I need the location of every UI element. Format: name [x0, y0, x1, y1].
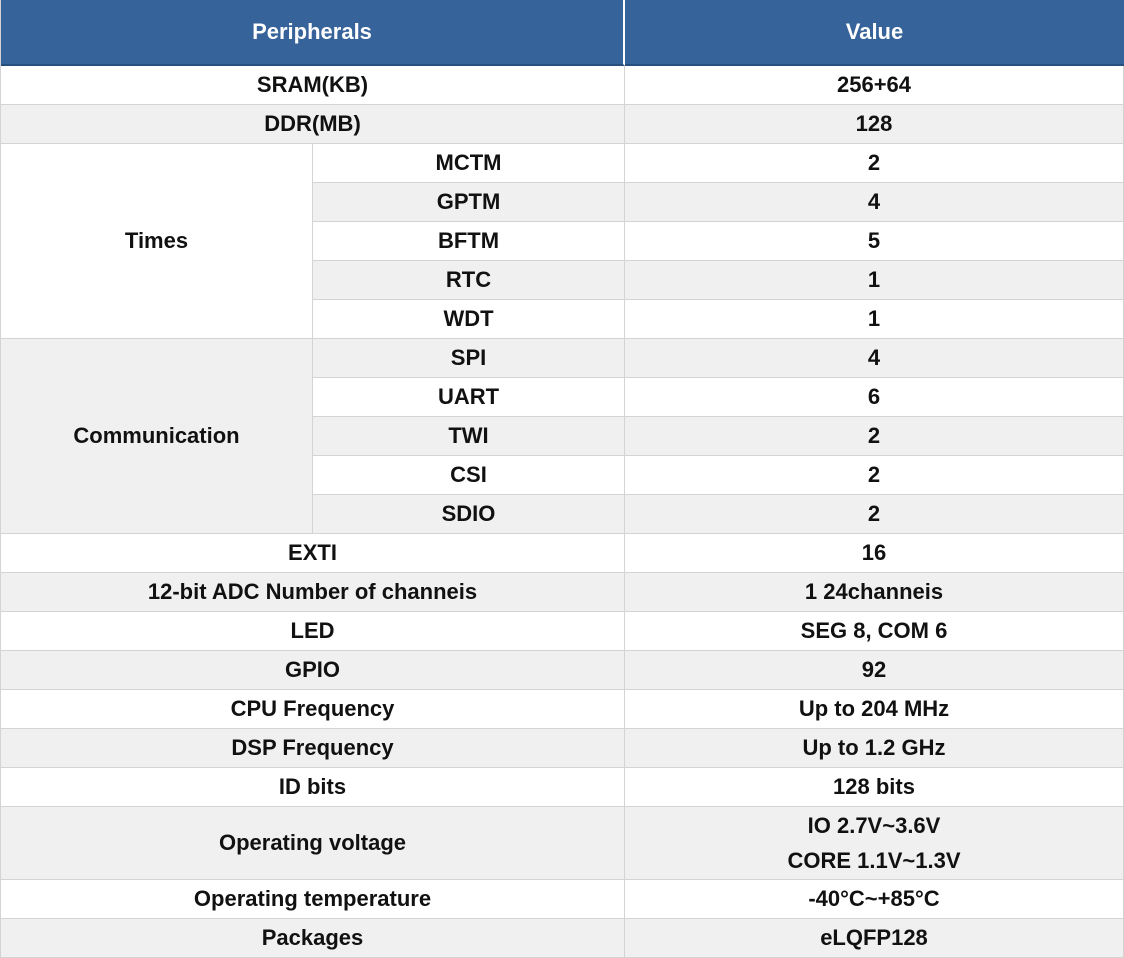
- table-row-gpio: GPIO 92: [1, 651, 1124, 690]
- table-row-id-bits: ID bits 128 bits: [1, 768, 1124, 807]
- row-label: GPIO: [1, 651, 625, 690]
- row-value: 1: [625, 300, 1124, 339]
- table-row-bftm: BFTM 5: [1, 222, 1124, 261]
- row-label: CSI: [313, 456, 625, 495]
- group-label-communication: Communication: [1, 339, 313, 534]
- row-value: Up to 1.2 GHz: [625, 729, 1124, 768]
- row-label: TWI: [313, 417, 625, 456]
- row-label: DSP Frequency: [1, 729, 625, 768]
- row-label: LED: [1, 612, 625, 651]
- table-header: Peripherals Value: [1, 0, 1124, 66]
- row-value: 256+64: [625, 66, 1124, 105]
- row-label: RTC: [313, 261, 625, 300]
- row-value: 4: [625, 183, 1124, 222]
- row-value: 2: [625, 456, 1124, 495]
- table-row-wdt: WDT 1: [1, 300, 1124, 339]
- row-value: 128 bits: [625, 768, 1124, 807]
- table-row-operating-temperature: Operating temperature -40°C~+85°C: [1, 880, 1124, 919]
- row-label: EXTI: [1, 534, 625, 573]
- row-value: 128: [625, 105, 1124, 144]
- table-row-sdio: SDIO 2: [1, 495, 1124, 534]
- table-row-packages: Packages eLQFP128: [1, 919, 1124, 958]
- row-value: 1 24channeis: [625, 573, 1124, 612]
- row-label: Operating temperature: [1, 880, 625, 919]
- row-value: 5: [625, 222, 1124, 261]
- table-row-operating-voltage: Operating voltage IO 2.7V~3.6V CORE 1.1V…: [1, 807, 1124, 880]
- row-value: 2: [625, 417, 1124, 456]
- table-row-rtc: RTC 1: [1, 261, 1124, 300]
- row-label: DDR(MB): [1, 105, 625, 144]
- table-row-ddr: DDR(MB) 128: [1, 105, 1124, 144]
- table-row-mctm: Times MCTM 2: [1, 144, 1124, 339]
- row-value: SEG 8, COM 6: [625, 612, 1124, 651]
- row-label: UART: [313, 378, 625, 417]
- row-label: 12-bit ADC Number of channeis: [1, 573, 625, 612]
- row-label: Operating voltage: [1, 807, 625, 880]
- row-value: -40°C~+85°C: [625, 880, 1124, 919]
- row-value: 92: [625, 651, 1124, 690]
- row-label: SDIO: [313, 495, 625, 534]
- header-row: Peripherals Value: [1, 0, 1124, 66]
- table-row-dsp-frequency: DSP Frequency Up to 1.2 GHz: [1, 729, 1124, 768]
- row-label: SPI: [313, 339, 625, 378]
- row-value: 4: [625, 339, 1124, 378]
- table-row-exti: EXTI 16: [1, 534, 1124, 573]
- table-row-sram: SRAM(KB) 256+64: [1, 66, 1124, 105]
- row-label: CPU Frequency: [1, 690, 625, 729]
- column-header-peripherals: Peripherals: [1, 0, 625, 66]
- row-label: WDT: [313, 300, 625, 339]
- row-label: SRAM(KB): [1, 66, 625, 105]
- row-value: 2: [625, 144, 1124, 183]
- table-row-adc: 12-bit ADC Number of channeis 1 24channe…: [1, 573, 1124, 612]
- row-value: 1: [625, 261, 1124, 300]
- table-row-gptm: GPTM 4: [1, 183, 1124, 222]
- row-value: eLQFP128: [625, 919, 1124, 958]
- voltage-io-line: IO 2.7V~3.6V: [807, 813, 941, 838]
- table-row-csi: CSI 2: [1, 456, 1124, 495]
- group-label-times: Times: [1, 144, 313, 339]
- row-label: GPTM: [313, 183, 625, 222]
- table-row-uart: UART 6: [1, 378, 1124, 417]
- row-value: Up to 204 MHz: [625, 690, 1124, 729]
- row-value: 2: [625, 495, 1124, 534]
- row-label: ID bits: [1, 768, 625, 807]
- table-row-twi: TWI 2: [1, 417, 1124, 456]
- row-value: IO 2.7V~3.6V CORE 1.1V~1.3V: [625, 807, 1124, 880]
- table-row-cpu-frequency: CPU Frequency Up to 204 MHz: [1, 690, 1124, 729]
- column-header-value: Value: [625, 0, 1124, 66]
- table-row-led: LED SEG 8, COM 6: [1, 612, 1124, 651]
- row-value: 6: [625, 378, 1124, 417]
- row-label: MCTM: [313, 144, 625, 183]
- voltage-core-line: CORE 1.1V~1.3V: [787, 848, 961, 873]
- table-row-spi: Communication SPI 4: [1, 339, 1124, 534]
- row-label: BFTM: [313, 222, 625, 261]
- row-value: 16: [625, 534, 1124, 573]
- row-label: Packages: [1, 919, 625, 958]
